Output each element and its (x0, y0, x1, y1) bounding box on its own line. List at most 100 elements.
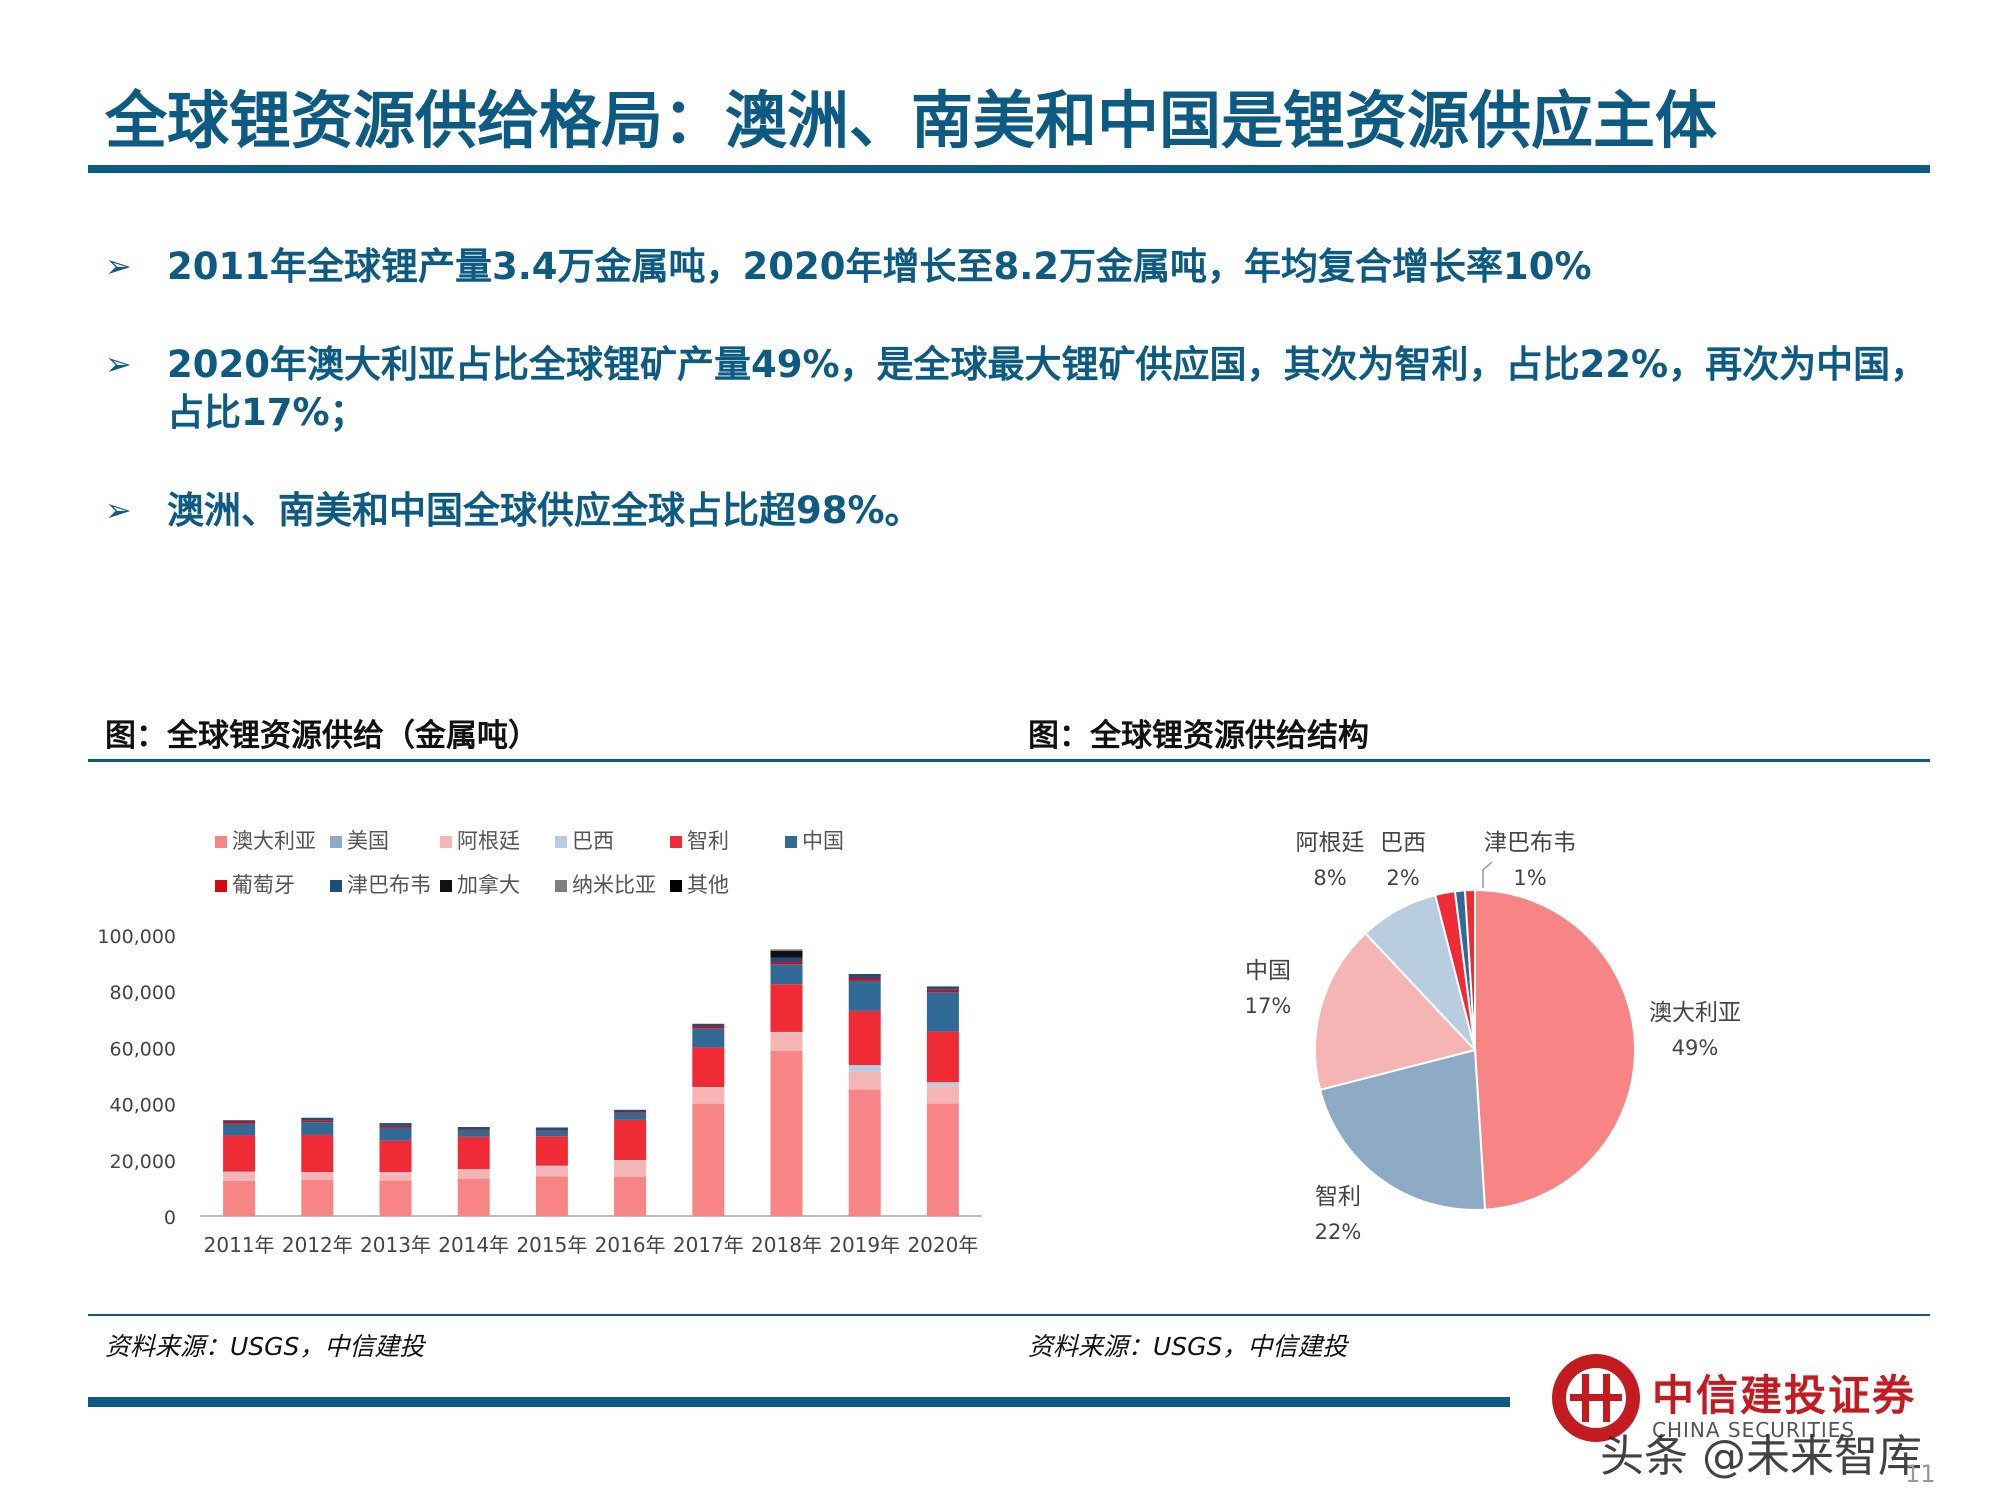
pie-value-label: 1% (1513, 866, 1546, 890)
bullet-text: 2011年全球锂产量3.4万金属吨，2020年增长至8.2万金属吨，年均复合增长… (167, 245, 1592, 288)
legend-swatch (215, 880, 227, 892)
bar-segment (848, 980, 881, 1011)
legend-swatch (330, 880, 342, 892)
bar-segment (535, 1166, 568, 1177)
arrow-bullet-icon: ➢ (105, 491, 132, 529)
legend-swatch (555, 880, 567, 892)
bar-segment (770, 950, 803, 958)
figure-divider (88, 759, 1930, 762)
bar-segment (770, 949, 803, 951)
brand-english-name: CHINA SECURITIES (1652, 1418, 1856, 1442)
title-divider (88, 165, 1930, 173)
bar-segment (770, 1031, 803, 1033)
x-tick-label: 2011年 (204, 1233, 275, 1257)
source-note-1: 资料来源：USGS，中信建投 (105, 1332, 425, 1361)
bar-segment (848, 1065, 881, 1072)
bar-segment (535, 1165, 568, 1167)
bar-segment (926, 1086, 959, 1104)
bar-segment (926, 986, 959, 990)
x-tick-label: 2013年 (360, 1233, 431, 1257)
pie-slice (1463, 888, 1476, 1051)
bar-segment (223, 1171, 256, 1173)
bar-segment (926, 1031, 959, 1083)
pie-label: 阿根廷 (1296, 830, 1365, 856)
legend-label: 葡萄牙 (232, 873, 295, 897)
arrow-bullet-icon: ➢ (105, 247, 132, 285)
bar-segment (770, 1050, 803, 1216)
pie-value-label: 22% (1315, 1220, 1362, 1244)
x-tick-label: 2018年 (751, 1233, 822, 1257)
bar-segment (535, 1127, 568, 1131)
pie-value-label: 17% (1245, 994, 1292, 1018)
bar-segment (223, 1121, 256, 1124)
bar-segment (692, 1023, 725, 1027)
bar-segment (926, 989, 959, 993)
bar-segment (848, 1071, 881, 1090)
bar-segment (301, 1122, 334, 1135)
bar-segment (926, 1082, 959, 1087)
bar-segment (848, 1010, 881, 1066)
legend-swatch (440, 836, 452, 848)
pie-label: 巴西 (1380, 830, 1426, 856)
arrow-bullet-icon: ➢ (105, 345, 132, 383)
bar-segment (926, 992, 959, 1032)
legend-swatch (785, 836, 797, 848)
legend-label: 津巴布韦 (347, 873, 431, 897)
bar-segment (535, 1136, 568, 1166)
bar-segment (770, 957, 803, 962)
pie-label: 津巴布韦 (1484, 830, 1576, 856)
bar-segment (535, 1130, 568, 1131)
bar-segment (848, 977, 881, 981)
x-tick-label: 2020年 (907, 1233, 978, 1257)
legend-label: 巴西 (572, 829, 614, 853)
pie-value-label: 2% (1386, 866, 1419, 890)
bar-segment (457, 1129, 490, 1131)
bar-segment (457, 1130, 490, 1137)
pie-label: 智利 (1315, 1184, 1361, 1210)
x-tick-label: 2017年 (673, 1233, 744, 1257)
pie-slice (1474, 888, 1636, 1211)
bar-segment (223, 1120, 256, 1122)
x-tick-label: 2012年 (282, 1233, 353, 1257)
legend-label: 智利 (687, 829, 729, 853)
legend-swatch (670, 880, 682, 892)
bar-segment (614, 1112, 647, 1114)
bar-segment (926, 1103, 959, 1216)
bar-segment (379, 1173, 412, 1181)
y-tick-label: 40,000 (110, 1095, 176, 1117)
bar-segment (535, 1176, 568, 1216)
page-number: 11 (1905, 1460, 1936, 1488)
bar-segment (614, 1113, 647, 1120)
bar-segment (379, 1140, 412, 1173)
figure1-title: 图：全球锂资源供给（金属吨） (105, 718, 539, 754)
legend-swatch (440, 880, 452, 892)
x-tick-label: 2019年 (829, 1233, 900, 1257)
y-tick-label: 80,000 (110, 982, 176, 1004)
bar-segment (457, 1178, 490, 1216)
legend-swatch (330, 836, 342, 848)
watermark-text: 头条 @未来智库 (1600, 1431, 1922, 1482)
bar-segment (692, 1028, 725, 1048)
footer-bar (88, 1397, 1510, 1407)
pie-label: 澳大利亚 (1649, 1000, 1741, 1026)
legend-label: 加拿大 (457, 873, 520, 897)
bar-segment (692, 1047, 725, 1088)
bar-segment (223, 1135, 256, 1172)
bar-segment (848, 1089, 881, 1216)
bar-segment (223, 1180, 256, 1216)
pie-value-label: 8% (1313, 866, 1346, 890)
x-tick-label: 2014年 (438, 1233, 509, 1257)
bar-segment (301, 1180, 334, 1216)
bullet-item: ➢ 澳洲、南美和中国全球供应全球占比超98%。 (105, 487, 1935, 535)
bar-segment (379, 1127, 412, 1141)
bar-segment (692, 1087, 725, 1104)
y-tick-label: 0 (164, 1207, 176, 1229)
legend-label: 纳米比亚 (572, 873, 656, 897)
bar-segment (457, 1136, 490, 1170)
legend-label: 美国 (347, 829, 389, 853)
bar-segment (301, 1172, 334, 1181)
y-tick-label: 100,000 (97, 926, 176, 948)
legend-label: 其他 (687, 873, 729, 897)
bar-segment (379, 1123, 412, 1126)
brand-name: 中信建投证券 (1652, 1371, 1917, 1420)
